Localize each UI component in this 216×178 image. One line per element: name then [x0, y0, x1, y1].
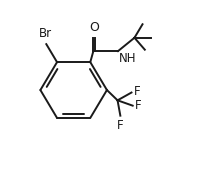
Text: F: F: [135, 99, 142, 112]
Text: NH: NH: [119, 52, 137, 65]
Text: O: O: [89, 21, 99, 34]
Text: F: F: [117, 119, 124, 132]
Text: Br: Br: [39, 27, 52, 40]
Text: F: F: [134, 85, 141, 98]
